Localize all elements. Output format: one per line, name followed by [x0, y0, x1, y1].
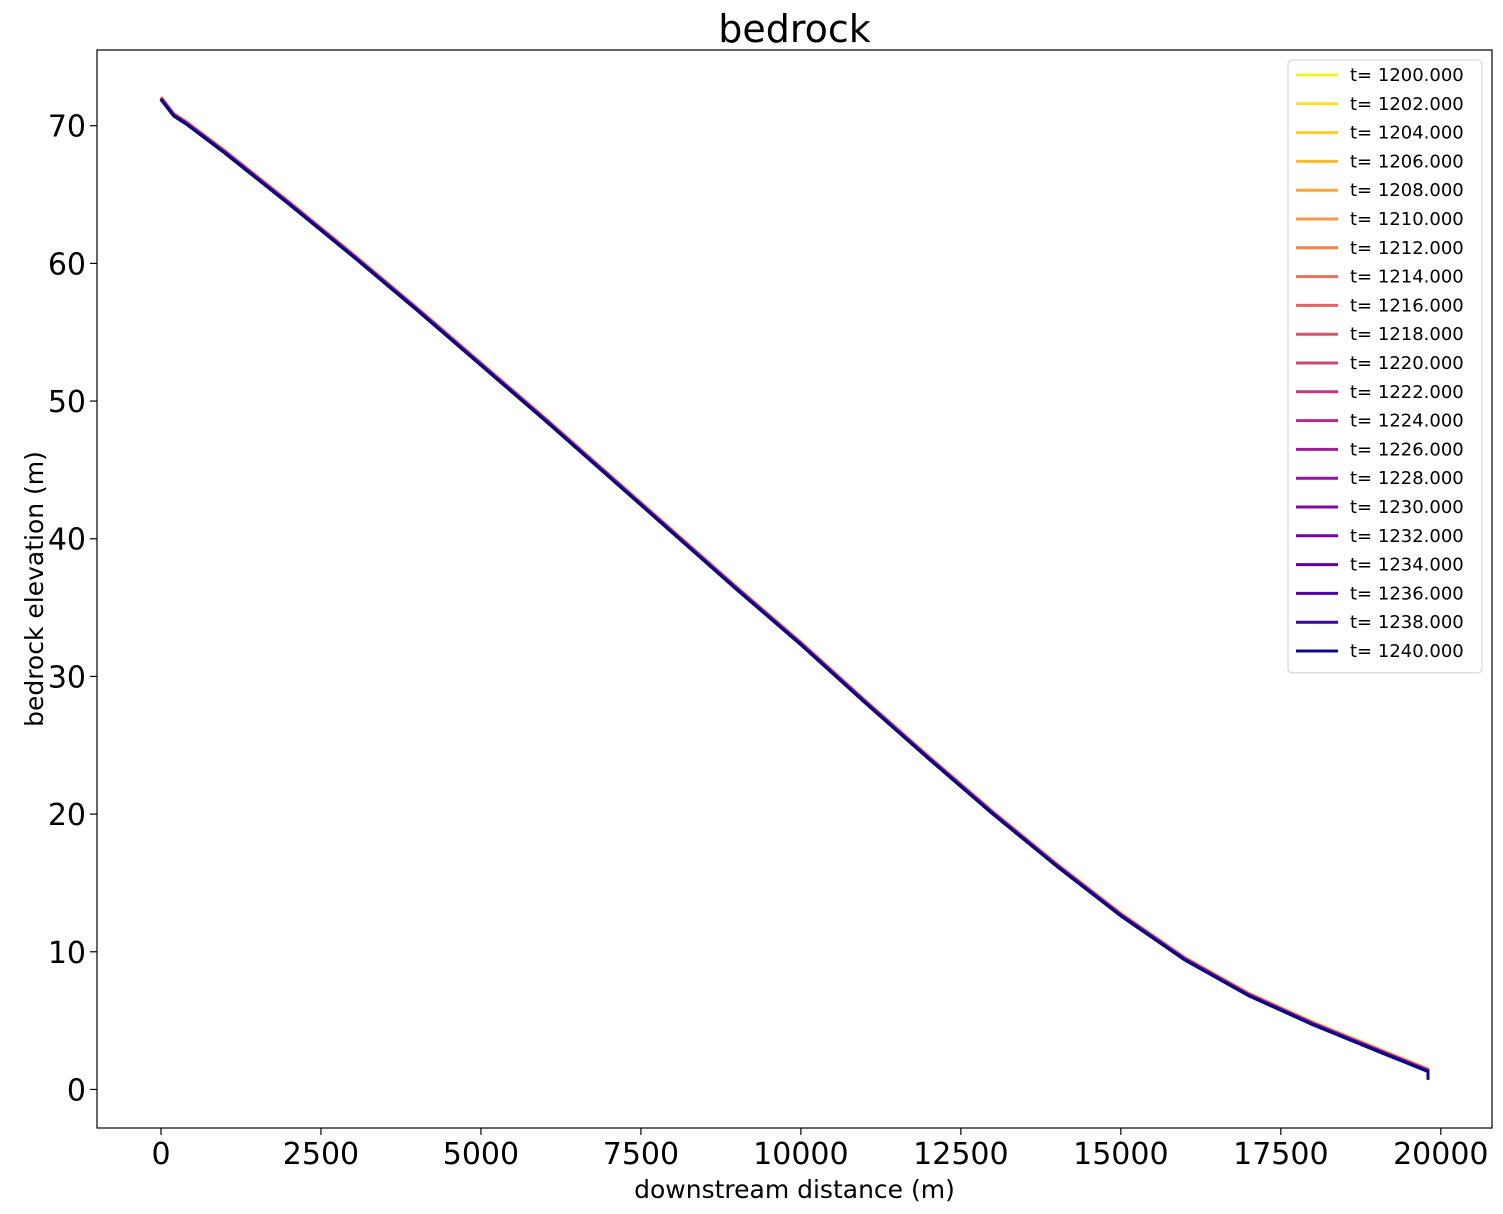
series-line-20	[159, 98, 1430, 1080]
y-axis: 0 10 20 30 40 50 60 70	[48, 110, 97, 1108]
y-axis-label: bedrock elevation (m)	[20, 451, 49, 727]
y-tick-label: 0	[67, 1073, 86, 1108]
legend-box	[1287, 59, 1483, 674]
legend-entry-label: t= 1218.000	[1350, 324, 1464, 345]
legend-entry-label: t= 1226.000	[1350, 439, 1464, 460]
x-axis-label: downstream distance (m)	[634, 1175, 955, 1204]
legend-entry-label: t= 1216.000	[1350, 295, 1464, 316]
series-line-18	[159, 98, 1430, 1080]
legend: t= 1200.000 t= 1202.000 t= 1204.000 t= 1206…	[1287, 59, 1483, 674]
series-layer	[159, 95, 1430, 1080]
series-line-5	[159, 96, 1430, 1078]
series-line-4	[159, 96, 1430, 1078]
legend-entry-label: t= 1240.000	[1350, 641, 1464, 662]
legend-entry-label: t= 1206.000	[1350, 151, 1464, 172]
legend-entry-label: t= 1238.000	[1350, 612, 1464, 633]
x-tick-label: 2500	[283, 1137, 359, 1172]
y-tick-label: 70	[48, 110, 86, 145]
series-line-14	[159, 97, 1430, 1079]
series-line-6	[159, 96, 1430, 1078]
y-tick-label: 50	[48, 385, 86, 420]
legend-entry-label: t= 1202.000	[1350, 94, 1464, 115]
y-tick-label: 10	[48, 936, 86, 971]
series-line-13	[159, 97, 1430, 1079]
legend-entry-label: t= 1204.000	[1350, 123, 1464, 144]
x-tick-label: 7500	[603, 1137, 679, 1172]
legend-entry-label: t= 1234.000	[1350, 555, 1464, 576]
series-line-8	[159, 96, 1430, 1079]
legend-entry-label: t= 1212.000	[1350, 238, 1464, 259]
y-tick-label: 40	[48, 523, 86, 558]
x-tick-label: 5000	[443, 1137, 519, 1172]
series-line-12	[159, 97, 1430, 1079]
series-line-7	[159, 96, 1430, 1078]
series-line-16	[159, 98, 1430, 1080]
series-line-2	[159, 96, 1430, 1078]
legend-entry-label: t= 1220.000	[1350, 353, 1464, 374]
series-line-17	[159, 98, 1430, 1080]
legend-entry-label: t= 1210.000	[1350, 209, 1464, 230]
x-tick-label: 12500	[913, 1137, 1008, 1172]
legend-entry-label: t= 1236.000	[1350, 583, 1464, 604]
legend-entry-label: t= 1208.000	[1350, 180, 1464, 201]
x-tick-label: 0	[151, 1137, 170, 1172]
series-line-0	[159, 95, 1430, 1078]
legend-entry-label: t= 1224.000	[1350, 411, 1464, 432]
series-line-3	[159, 96, 1430, 1078]
legend-entry-label: t= 1200.000	[1350, 65, 1464, 86]
legend-entry-label: t= 1214.000	[1350, 267, 1464, 288]
legend-entry-label: t= 1230.000	[1350, 497, 1464, 518]
plot-frame	[96, 49, 1493, 1129]
y-tick-label: 30	[48, 660, 86, 695]
x-tick-label: 20000	[1393, 1137, 1488, 1172]
y-tick-label: 20	[48, 798, 86, 833]
x-tick-label: 17500	[1233, 1137, 1328, 1172]
series-line-10	[159, 97, 1430, 1079]
legend-entry-label: t= 1232.000	[1350, 526, 1464, 547]
x-tick-label: 15000	[1073, 1137, 1168, 1172]
series-line-9	[159, 97, 1430, 1079]
x-tick-label: 10000	[753, 1137, 848, 1172]
x-axis: 0 2500 5000 7500 10000 12500 15000 17500 20000	[151, 1128, 1489, 1172]
series-line-1	[159, 95, 1430, 1078]
series-line-15	[159, 97, 1430, 1080]
chart-title: bedrock	[718, 7, 871, 51]
series-line-19	[159, 98, 1430, 1080]
y-tick-label: 60	[48, 247, 86, 282]
legend-entry-label: t= 1228.000	[1350, 468, 1464, 489]
legend-entry-label: t= 1222.000	[1350, 382, 1464, 403]
series-line-11	[159, 97, 1430, 1079]
